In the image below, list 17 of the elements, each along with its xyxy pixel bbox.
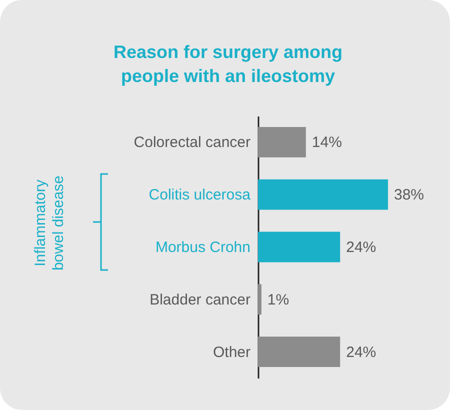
bar xyxy=(258,232,340,262)
bar xyxy=(258,336,340,367)
bar xyxy=(258,127,306,158)
bar xyxy=(258,284,262,315)
data-label: 24% xyxy=(346,239,376,256)
y-tick-label: Colitis ulcerosa xyxy=(148,186,252,204)
data-label: 38% xyxy=(394,186,424,204)
data-label: 24% xyxy=(346,344,376,361)
text: Inflammatory bowel disease xyxy=(32,174,68,273)
y-tick-label: Colorectal cancer xyxy=(134,134,251,152)
data-label: 14% xyxy=(312,134,342,152)
y-tick-label: Other xyxy=(212,344,251,361)
y-tick-label: Bladder cancer xyxy=(150,291,250,308)
data-label: 1% xyxy=(267,291,290,308)
bar xyxy=(258,179,388,210)
y-tick-label: Morbus Crohn xyxy=(155,239,250,256)
chart-title: Reason for surgery among people with an ileostomy xyxy=(113,42,343,86)
